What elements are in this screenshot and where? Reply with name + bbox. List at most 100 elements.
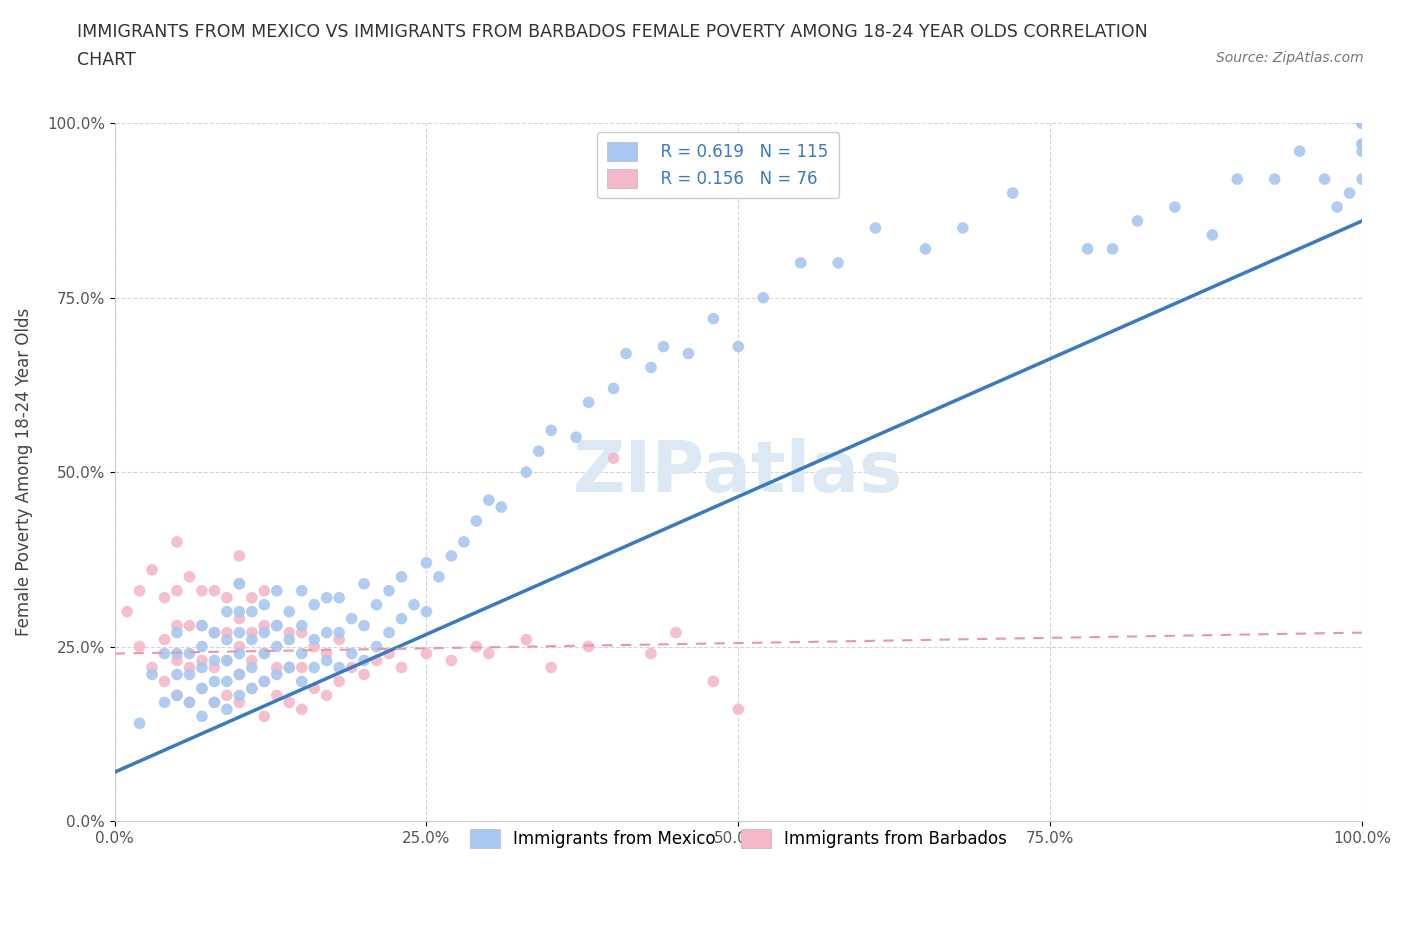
Point — [253, 674, 276, 689]
Point — [865, 220, 887, 235]
Point — [179, 667, 201, 682]
Point — [378, 625, 401, 640]
Text: Source: ZipAtlas.com: Source: ZipAtlas.com — [1216, 51, 1364, 65]
Point — [340, 611, 363, 626]
Point — [1351, 144, 1374, 159]
Point — [202, 695, 225, 710]
Point — [115, 604, 138, 619]
Point — [702, 312, 724, 326]
Point — [315, 646, 337, 661]
Point — [215, 653, 238, 668]
Point — [215, 632, 238, 647]
Point — [240, 625, 263, 640]
Point — [328, 625, 350, 640]
Point — [678, 346, 700, 361]
Point — [378, 583, 401, 598]
Point — [515, 632, 537, 647]
Point — [240, 681, 263, 696]
Point — [1351, 116, 1374, 131]
Point — [302, 681, 325, 696]
Point — [141, 660, 163, 675]
Point — [578, 395, 600, 410]
Point — [153, 632, 176, 647]
Point — [215, 688, 238, 703]
Point — [240, 604, 263, 619]
Point — [253, 709, 276, 724]
Point — [191, 618, 214, 633]
Point — [253, 625, 276, 640]
Point — [228, 604, 250, 619]
Point — [228, 625, 250, 640]
Point — [578, 639, 600, 654]
Point — [353, 667, 375, 682]
Point — [166, 625, 188, 640]
Point — [228, 695, 250, 710]
Point — [253, 674, 276, 689]
Point — [328, 591, 350, 605]
Point — [402, 597, 425, 612]
Point — [914, 242, 936, 257]
Point — [391, 569, 413, 584]
Point — [179, 695, 201, 710]
Point — [266, 639, 288, 654]
Point — [1101, 242, 1123, 257]
Point — [291, 646, 314, 661]
Point — [153, 591, 176, 605]
Point — [366, 597, 388, 612]
Point — [166, 688, 188, 703]
Point — [202, 674, 225, 689]
Point — [465, 639, 488, 654]
Point — [228, 577, 250, 591]
Point — [266, 583, 288, 598]
Point — [328, 632, 350, 647]
Point — [166, 688, 188, 703]
Point — [141, 563, 163, 578]
Point — [266, 667, 288, 682]
Point — [166, 646, 188, 661]
Point — [278, 632, 301, 647]
Point — [153, 674, 176, 689]
Point — [640, 360, 662, 375]
Legend: Immigrants from Mexico, Immigrants from Barbados: Immigrants from Mexico, Immigrants from … — [460, 818, 1017, 858]
Point — [191, 618, 214, 633]
Point — [366, 653, 388, 668]
Point — [253, 583, 276, 598]
Point — [291, 660, 314, 675]
Point — [415, 604, 437, 619]
Point — [202, 653, 225, 668]
Point — [179, 646, 201, 661]
Point — [1077, 242, 1099, 257]
Point — [315, 591, 337, 605]
Point — [752, 290, 775, 305]
Point — [727, 339, 749, 354]
Point — [215, 653, 238, 668]
Point — [191, 639, 214, 654]
Point — [1326, 200, 1348, 215]
Point — [415, 555, 437, 570]
Point — [1351, 137, 1374, 152]
Point — [353, 577, 375, 591]
Point — [1351, 116, 1374, 131]
Point — [440, 549, 463, 564]
Point — [366, 639, 388, 654]
Point — [253, 618, 276, 633]
Point — [266, 688, 288, 703]
Point — [191, 660, 214, 675]
Point — [353, 618, 375, 633]
Point — [1351, 116, 1374, 131]
Point — [291, 618, 314, 633]
Point — [215, 604, 238, 619]
Point — [253, 597, 276, 612]
Point — [291, 583, 314, 598]
Point — [391, 611, 413, 626]
Point — [391, 660, 413, 675]
Point — [302, 632, 325, 647]
Point — [1288, 144, 1310, 159]
Point — [228, 646, 250, 661]
Point — [565, 430, 588, 445]
Point — [315, 625, 337, 640]
Point — [253, 646, 276, 661]
Point — [240, 591, 263, 605]
Point — [141, 667, 163, 682]
Point — [166, 618, 188, 633]
